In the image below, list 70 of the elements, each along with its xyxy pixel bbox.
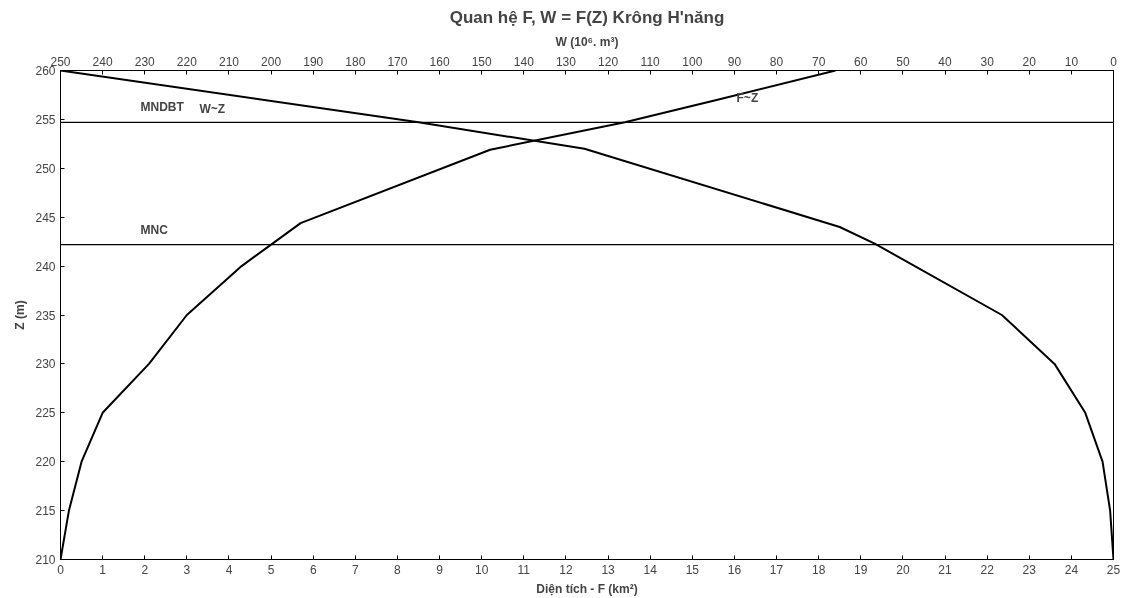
x2-tick-label: 220 xyxy=(176,54,198,69)
x-tick-label: 12 xyxy=(559,562,573,577)
x-tick-label: 0 xyxy=(57,562,65,577)
series-label: F~Z xyxy=(736,91,759,106)
x-tick-label: 21 xyxy=(938,562,953,577)
x-axis-title: Diện tích - F (km²) xyxy=(536,581,638,596)
x2-tick-label: 210 xyxy=(218,54,240,69)
y-tick-label: 255 xyxy=(35,112,56,127)
x2-tick-label: 150 xyxy=(471,54,493,69)
x2-tick-label: 200 xyxy=(261,54,282,69)
y-tick-label: 210 xyxy=(35,553,56,567)
x2-tick-label: 160 xyxy=(429,54,450,69)
x2-tick-label: 10 xyxy=(1064,54,1079,69)
x-tick-label: 1 xyxy=(99,562,107,577)
chart-title: Quan hệ F, W = F(Z) Krông H'năng xyxy=(449,7,725,27)
x2-tick-label: 180 xyxy=(345,54,366,69)
x2-tick-label: 130 xyxy=(555,54,577,69)
y-axis-title: Z (m) xyxy=(13,300,28,330)
y-tick-label: 220 xyxy=(35,455,56,470)
x-tick-label: 13 xyxy=(601,562,616,577)
x2-tick-label: 100 xyxy=(682,54,703,69)
y-tick-label: 250 xyxy=(35,161,56,176)
x-tick-label: 19 xyxy=(854,562,868,577)
x2-tick-label: 40 xyxy=(938,54,953,69)
x-tick-label: 2 xyxy=(141,562,149,577)
x-tick-label: 15 xyxy=(685,562,700,577)
y-tick-label: 260 xyxy=(35,64,56,78)
y-tick-label: 245 xyxy=(35,210,56,225)
x-tick-label: 6 xyxy=(309,562,317,577)
y-tick-label: 215 xyxy=(35,504,56,519)
x2-tick-label: 50 xyxy=(896,54,910,69)
x-tick-label: 11 xyxy=(517,562,531,577)
x2-tick-label: 60 xyxy=(854,54,868,69)
x-tick-label: 10 xyxy=(475,562,489,577)
x-tick-label: 24 xyxy=(1064,562,1079,577)
x2-axis-title: W (10⁶. m³) xyxy=(555,34,619,49)
x2-tick-label: 120 xyxy=(598,54,619,69)
y-tick-label: 230 xyxy=(35,357,56,372)
x-tick-label: 14 xyxy=(643,562,658,577)
y-tick-label: 225 xyxy=(35,406,56,421)
x2-tick-label: 230 xyxy=(134,54,156,69)
x2-tick-label: 80 xyxy=(769,54,784,69)
x2-tick-label: 30 xyxy=(980,54,995,69)
x-tick-label: 18 xyxy=(811,562,826,577)
x-tick-label: 17 xyxy=(769,562,784,577)
x2-tick-label: 190 xyxy=(303,54,324,69)
ref-line-label: MNC xyxy=(140,222,169,237)
x2-tick-label: 110 xyxy=(640,54,661,69)
x-tick-label: 22 xyxy=(980,562,995,577)
x-tick-label: 5 xyxy=(267,562,275,577)
x-tick-label: 20 xyxy=(896,562,910,577)
x-tick-label: 9 xyxy=(436,562,444,577)
x2-tick-label: 0 xyxy=(1110,54,1118,69)
x2-tick-label: 20 xyxy=(1022,54,1037,69)
x2-tick-label: 140 xyxy=(513,54,535,69)
series-label: W~Z xyxy=(199,102,226,117)
x2-tick-label: 90 xyxy=(727,54,742,69)
x2-tick-label: 170 xyxy=(387,54,408,69)
ref-line-label: MNDBT xyxy=(140,100,185,115)
x-tick-label: 3 xyxy=(183,562,191,577)
x-tick-label: 8 xyxy=(394,562,402,577)
y-tick-label: 240 xyxy=(35,259,56,274)
x2-tick-label: 70 xyxy=(811,54,826,69)
x2-tick-label: 240 xyxy=(92,54,113,69)
x-tick-label: 7 xyxy=(352,562,359,577)
x-tick-label: 4 xyxy=(225,562,233,577)
x-tick-label: 23 xyxy=(1022,562,1037,577)
y-tick-label: 235 xyxy=(35,308,56,323)
x-tick-label: 25 xyxy=(1106,562,1121,577)
x-tick-label: 16 xyxy=(727,562,742,577)
